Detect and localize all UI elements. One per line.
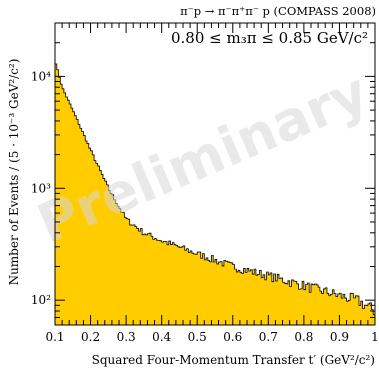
x-tick-label: 1: [371, 330, 379, 344]
x-tick-label: 0.8: [294, 330, 313, 344]
y-tick-label: 10⁴: [31, 69, 51, 83]
histogram-fill: [55, 63, 375, 325]
x-tick-label: 0.3: [117, 330, 136, 344]
y-tick-label: 10³: [31, 181, 51, 195]
mass-bin-label: 0.80 ≤ m₃π ≤ 0.85 GeV/c²: [171, 29, 368, 47]
x-tick-label: 0.9: [330, 330, 349, 344]
y-axis: 10² 10³ 10⁴: [31, 22, 375, 326]
reaction-label: π⁻p → π⁻π⁺π⁻ p (COMPASS 2008): [180, 4, 376, 18]
y-tick-label: 10²: [31, 293, 51, 307]
x-tick-label: 0.1: [45, 330, 64, 344]
y-axis-label: Number of Events / (5 · 10⁻³ GeV²/c²): [7, 59, 21, 286]
x-axis-label: Squared Four-Momentum Transfer t′ (GeV²/…: [92, 353, 375, 367]
x-tick-label: 0.7: [259, 330, 278, 344]
plot-frame: [54, 22, 376, 326]
x-axis: 0.1 0.2 0.3 0.4 0.5 0.6 0.7 0.8 0.9 1: [45, 23, 379, 344]
x-tick-label: 0.5: [188, 330, 207, 344]
plot-area: [55, 63, 375, 325]
x-tick-label: 0.2: [81, 330, 100, 344]
x-tick-label: 0.6: [223, 330, 242, 344]
histogram-outline: [55, 63, 375, 316]
x-tick-label: 0.4: [152, 330, 171, 344]
